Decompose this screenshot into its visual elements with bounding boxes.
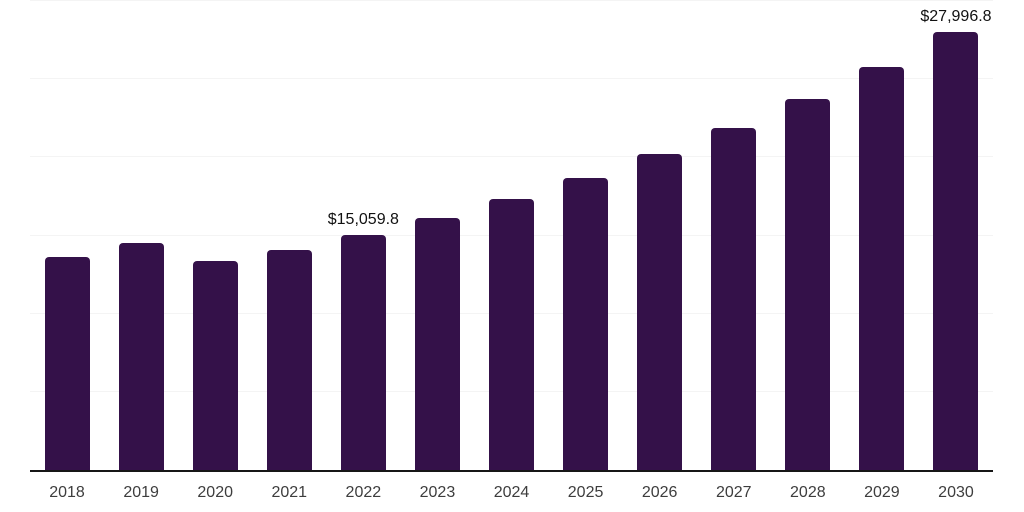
bar-2026 [637, 153, 683, 470]
bar-2018 [44, 257, 90, 470]
bar-column-2027 [697, 1, 771, 470]
bar-column-2026 [623, 1, 697, 470]
bar-2023 [414, 217, 460, 470]
x-tick-label-2022: 2022 [345, 484, 382, 501]
x-tick-label-2028: 2028 [790, 484, 826, 501]
bars-layer: $15,059.8 $27,996.8 [30, 1, 993, 470]
bar-2024 [489, 198, 534, 470]
x-tick-label-2023: 2023 [419, 484, 456, 501]
bar-2022 [340, 234, 386, 470]
bar-column-2021 [252, 1, 326, 470]
x-tick-label-2024: 2024 [493, 484, 530, 501]
bar-2030 [933, 32, 979, 470]
x-axis-line [30, 470, 993, 472]
x-tick-label-2019: 2019 [123, 484, 159, 501]
bar-2027 [711, 127, 757, 470]
bar-column-2029 [845, 1, 919, 470]
bar-column-2020 [178, 1, 252, 470]
bar-column-2018 [30, 1, 104, 470]
bar-2021 [266, 250, 312, 470]
bar-2019 [118, 243, 164, 470]
x-tick-label-2026: 2026 [641, 484, 678, 501]
x-tick-label-2027: 2027 [715, 484, 752, 501]
bar-column-2019 [104, 1, 178, 470]
gridline-30000 [30, 0, 993, 1]
bar-2029 [859, 66, 905, 470]
bar-2020 [192, 260, 238, 470]
gridline-25000 [30, 78, 993, 80]
bar-column-2025 [549, 1, 623, 470]
data-label-2022: $15,059.8 [327, 210, 399, 228]
bar-column-2022: $15,059.8 [326, 1, 400, 470]
x-tick-label-2025: 2025 [567, 484, 604, 501]
bar-column-2028 [771, 1, 845, 470]
x-tick-label-2018: 2018 [49, 484, 85, 501]
x-axis-labels: 2018 2019 2020 2021 2022 2023 2024 2025 2026 2027… [30, 484, 993, 502]
x-tick-label-2020: 2020 [197, 484, 233, 501]
bar-2028 [785, 99, 831, 470]
bar-column-2024 [474, 1, 548, 470]
data-label-2030: $27,996.8 [920, 8, 992, 26]
x-tick-label-2030: 2030 [938, 484, 974, 501]
gridline-20000 [30, 156, 993, 158]
plot-area: $15,059.8 $27,996.8 [30, 0, 993, 470]
x-tick-label-2029: 2029 [864, 484, 900, 501]
bar-2025 [563, 177, 609, 470]
bar-column-2023 [400, 1, 474, 470]
bar-column-2030: $27,996.8 [919, 1, 993, 470]
x-tick-label-2021: 2021 [271, 484, 308, 501]
